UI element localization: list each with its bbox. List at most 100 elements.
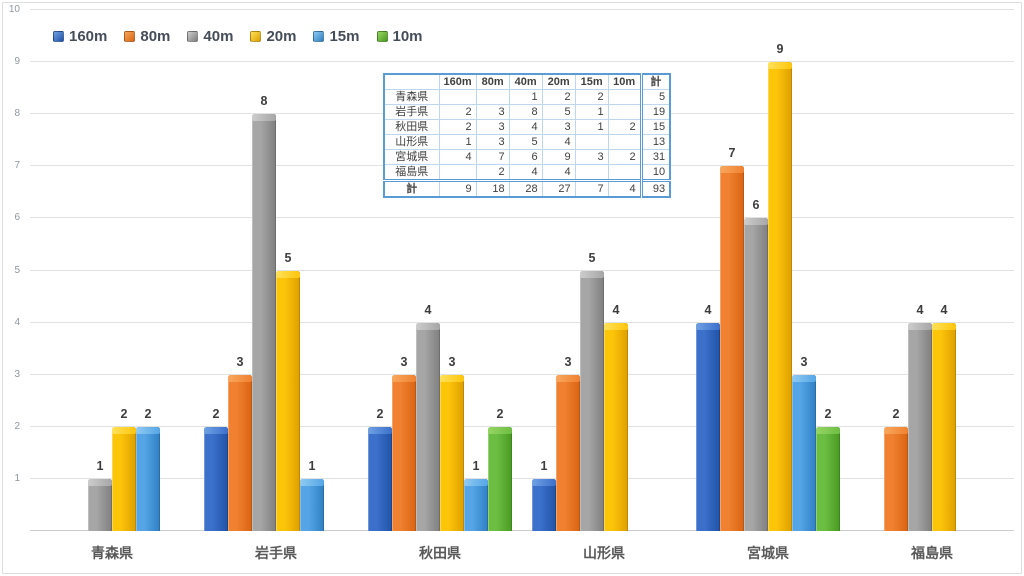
x-axis-category-label: 福島県 [911,545,953,561]
table-row-label: 山形県 [383,134,440,150]
bar-top-highlight [884,426,908,434]
bar-value-label: 2 [892,406,900,421]
bar-10m [816,426,840,531]
y-axis-tick-label: 8 [14,108,20,120]
bar-top-highlight [204,426,228,434]
bar-value-label: 5 [284,250,292,265]
legend-item-20m: 20m [250,29,296,44]
gridline [30,373,1014,375]
legend-item-15m: 15m [313,28,360,45]
table-cell: 3 [475,134,510,150]
bar-15m [300,478,324,531]
table-cell: 5 [541,104,576,120]
legend-swatch [187,31,199,42]
bar-top-highlight [416,322,440,330]
table-row: 山形県 1 3 5 4 13 [383,134,671,150]
bar-value-label: 2 [144,406,152,421]
table-cell: 6 [508,149,543,165]
table-header-cell: 計 [639,73,671,90]
bar-value-label: 2 [120,406,128,421]
bar-top-highlight [768,62,792,70]
table-cell: 1 [508,89,543,105]
bar-20m [112,426,136,531]
x-axis-category-label: 岩手県 [255,545,297,561]
bar-40m [580,270,604,531]
bar-value-label: 4 [704,302,712,317]
bar-value-label: 4 [916,302,924,317]
gridline [30,477,1014,479]
table-row-label: 宮城県 [383,149,440,165]
bar-40m [252,114,276,531]
x-axis-category-label: 秋田県 [419,545,461,561]
table-cell: 2 [438,104,477,120]
table-row-label: 福島県 [383,164,440,181]
table-cell: 2 [541,89,576,105]
y-axis-tick-label: 6 [14,212,20,224]
bar-value-label: 5 [588,250,596,265]
table-cell [607,104,642,120]
table-cell: 9 [541,149,576,165]
legend-label: 20m [266,28,297,45]
bar-value-label: 4 [940,302,948,317]
bar-80m [392,374,416,531]
table-cell: 4 [438,149,477,165]
bar-15m [792,374,816,531]
table-cell: 3 [475,104,510,120]
bar-top-highlight [580,270,604,278]
table-row-label: 計 [383,179,440,198]
bar-top-highlight [228,374,252,382]
legend-label: 160m [69,28,108,45]
table-cell: 7 [475,149,510,165]
gridline [30,425,1014,427]
bar-160m [204,426,228,531]
bar-value-label: 1 [472,458,480,473]
table-header-cell: 160m [438,73,477,90]
table-header-row: 160m 80m 40m 20m 15m 10m 計 [383,73,671,90]
bar-value-label: 7 [728,146,736,161]
table-cell [475,89,510,105]
bar-top-highlight [464,478,488,486]
table-cell: 27 [541,179,576,198]
table-row: 青森県 1 2 2 5 [383,89,671,105]
bar-top-highlight [252,114,276,122]
table-header-cell: 20m [541,73,576,90]
legend-swatch [53,31,64,42]
bar-value-label: 6 [752,198,760,213]
legend-label: 40m [203,28,234,45]
bar-40m [908,322,932,531]
bar-top-highlight [88,478,112,486]
legend-swatch [376,31,388,42]
y-axis-tick-label: 9 [14,56,20,68]
bar-top-highlight [488,426,512,434]
bar-20m [440,374,464,531]
bar-20m [276,270,300,531]
table-cell: 3 [574,149,609,165]
table-row: 岩手県 2 3 8 5 1 19 [383,104,671,120]
bar-top-highlight [532,478,556,486]
gridline [30,321,1014,323]
bar-value-label: 1 [540,458,548,473]
y-axis-tick-label: 10 [8,4,20,15]
bar-value-label: 2 [212,406,220,421]
gridline [30,9,1014,10]
legend-swatch [124,31,136,42]
table-cell: 2 [438,119,477,135]
bar-40m [416,322,440,531]
table-cell: 10 [639,164,671,181]
legend-item-10m: 10m [376,29,423,44]
y-axis-tick-label: 5 [14,264,20,276]
table-cell: 1 [574,119,609,135]
legend-label: 15m [329,28,360,45]
table-cell: 4 [607,179,642,198]
bar-top-highlight [908,322,932,330]
table-row: 福島県 2 4 4 10 [383,164,671,181]
x-axis-labels: 青森県 岩手県 秋田県 山形県 宮城県 福島県 [30,541,1014,563]
table-header-cell [383,73,440,90]
legend-swatch [313,31,325,42]
table-cell: 5 [508,134,543,150]
table-cell: 3 [541,119,576,135]
bar-160m [532,478,556,531]
bar-top-highlight [932,322,956,330]
table-cell: 1 [438,134,477,150]
